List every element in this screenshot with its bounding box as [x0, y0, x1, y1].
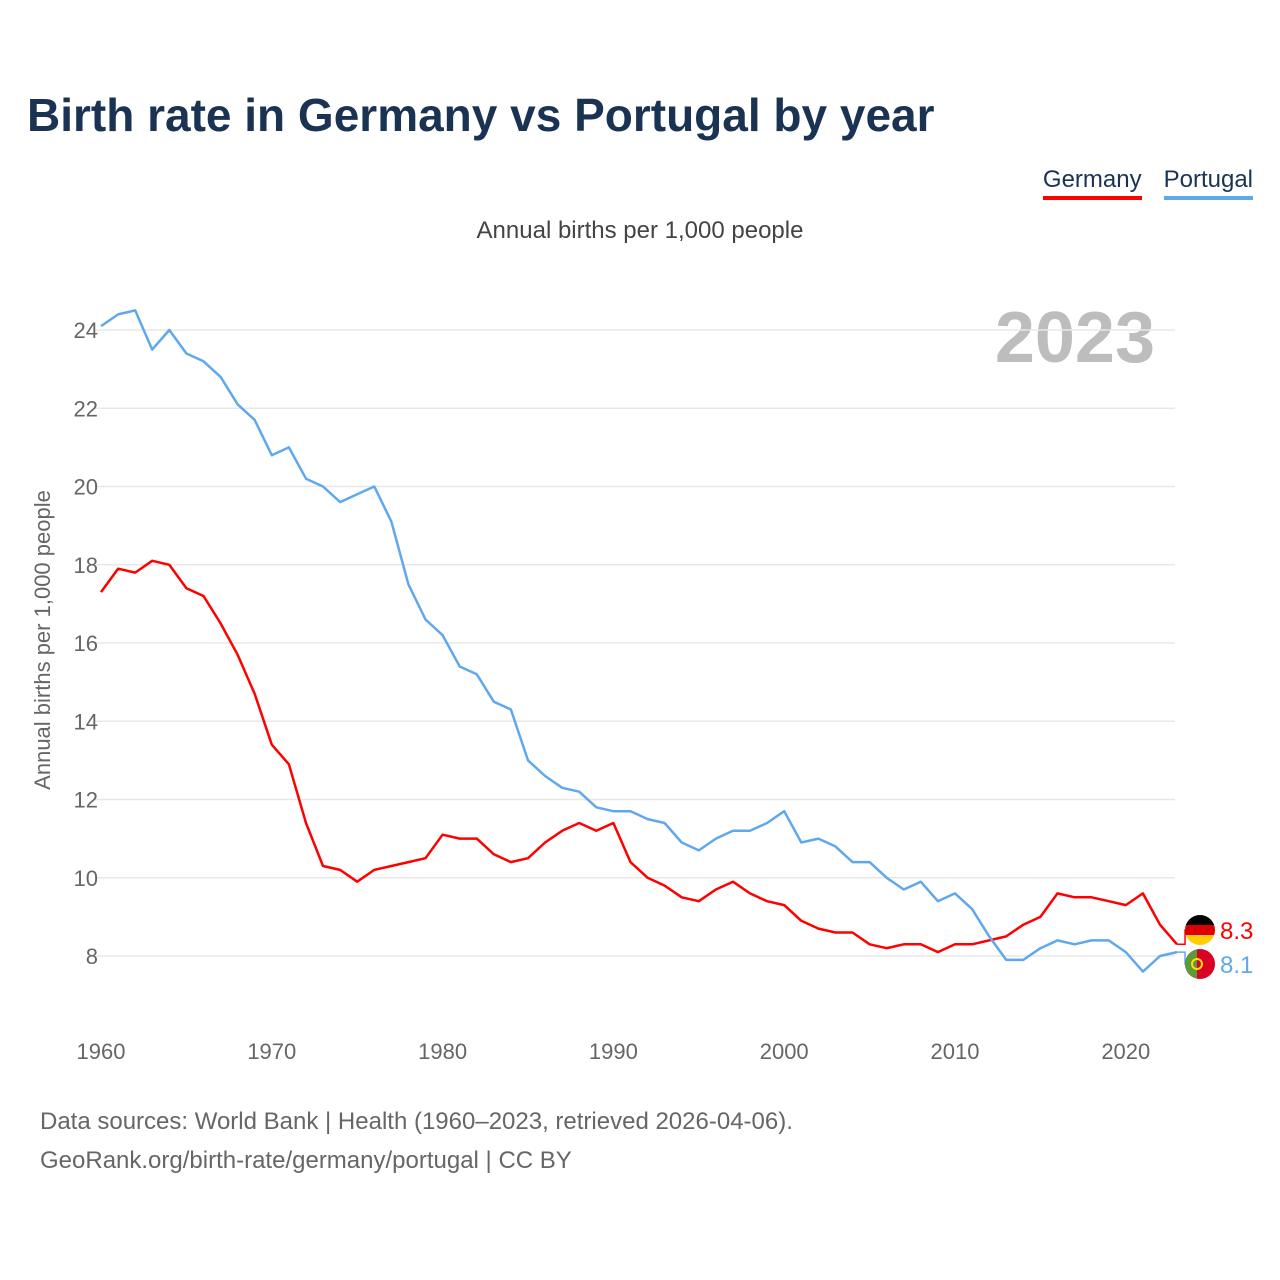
x-tick-label: 1960: [77, 1039, 126, 1064]
y-tick-label: 22: [74, 396, 98, 421]
series-line-portugal[interactable]: [100, 309, 1178, 973]
y-tick-label: 24: [74, 318, 98, 343]
x-tick-label: 2020: [1101, 1039, 1150, 1064]
end-value-label: 8.1: [1220, 952, 1253, 979]
series-line-germany[interactable]: [99, 559, 1178, 954]
portugal-flag-icon: [1185, 949, 1215, 979]
x-tick-label: 1980: [418, 1039, 467, 1064]
legend-germany[interactable]: Germany: [1042, 166, 1142, 200]
y-tick-label: 10: [74, 866, 98, 891]
source-line-1: Data sources: World Bank | Health (1960–…: [40, 1108, 793, 1135]
source-line-2[interactable]: GeoRank.org/birth-rate/germany/portugal …: [40, 1147, 572, 1174]
year-watermark: 2023: [995, 298, 1155, 378]
y-tick-label: 20: [74, 475, 98, 500]
end-value-label: 8.3: [1220, 918, 1253, 945]
y-axis-label: Annual births per 1,000 people: [30, 490, 55, 790]
x-tick-label: 2010: [931, 1039, 980, 1064]
y-tick-label: 16: [74, 631, 98, 656]
x-tick-label: 2000: [760, 1039, 809, 1064]
y-tick-label: 8: [86, 944, 98, 969]
x-tick-label: 1970: [247, 1039, 296, 1064]
chart-subtitle: Annual births per 1,000 people: [476, 217, 804, 244]
y-tick-label: 12: [74, 788, 98, 813]
legend: Germany Portugal: [1042, 166, 1253, 200]
legend-portugal[interactable]: Portugal: [1163, 166, 1253, 200]
germany-flag-icon: [1185, 915, 1215, 945]
chart-title: Birth rate in Germany vs Portugal by yea…: [27, 89, 935, 141]
y-tick-label: 18: [74, 553, 98, 578]
x-tick-label: 1990: [589, 1039, 638, 1064]
y-tick-label: 14: [74, 709, 98, 734]
